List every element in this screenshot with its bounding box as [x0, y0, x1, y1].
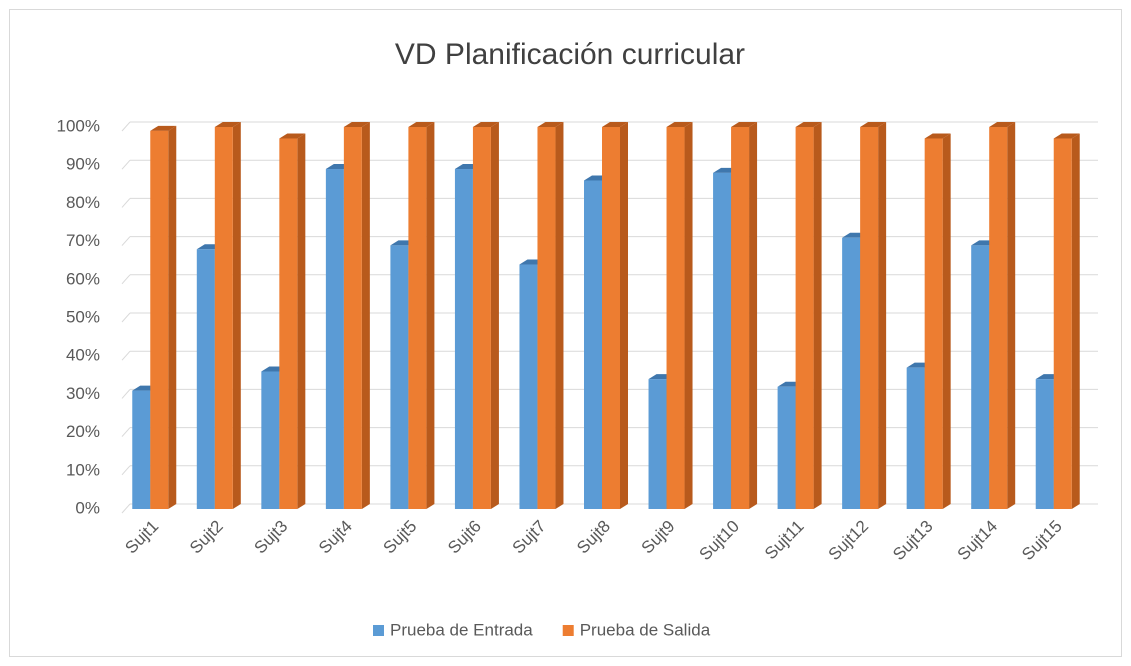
bar-side: [361, 122, 370, 509]
bar-side: [1007, 122, 1016, 509]
bar-top: [408, 122, 435, 127]
bar: [860, 127, 879, 509]
grid-depth: [121, 236, 131, 246]
bar: [279, 138, 298, 509]
bar-side: [555, 122, 564, 509]
chart-title: VD Planificación curricular: [395, 38, 745, 71]
bar: [519, 264, 538, 509]
bar: [537, 127, 556, 509]
bar-side: [942, 133, 951, 509]
grid-depth: [121, 389, 131, 399]
bar-side: [878, 122, 887, 509]
y-tick-label: 40%: [66, 346, 100, 365]
bar: [924, 138, 943, 509]
y-tick-label: 100%: [57, 116, 100, 135]
legend-swatch: [373, 625, 384, 636]
y-tick-label: 10%: [66, 460, 100, 479]
bar: [666, 127, 685, 509]
grid-depth: [121, 198, 131, 208]
bar: [842, 237, 861, 509]
legend-label: Prueba de Salida: [580, 620, 711, 639]
bar-top: [150, 125, 177, 131]
bar-top: [1053, 133, 1080, 139]
bar-side: [1071, 133, 1080, 509]
grid-depth: [121, 503, 131, 514]
bar-top: [924, 133, 951, 139]
y-tick-label: 30%: [66, 384, 100, 403]
y-tick-label: 80%: [66, 193, 100, 212]
bar-top: [214, 122, 241, 127]
bar: [408, 127, 427, 509]
bar-side: [749, 122, 758, 509]
bar-side: [426, 122, 435, 509]
bar: [602, 127, 620, 509]
grid-depth: [121, 159, 131, 170]
bar-top: [537, 122, 564, 127]
grid-depth: [121, 427, 131, 437]
bar-top: [989, 122, 1016, 127]
bar-side: [620, 122, 628, 509]
bar-side: [168, 125, 177, 509]
bar-top: [731, 122, 758, 127]
bar: [132, 390, 151, 509]
bar: [214, 127, 233, 509]
bar: [989, 127, 1008, 509]
bar: [777, 386, 796, 509]
bar: [454, 169, 473, 509]
bar-side: [684, 122, 693, 509]
grid-depth: [121, 312, 131, 323]
bar: [196, 249, 215, 510]
bar-top: [602, 122, 628, 127]
bar-top: [279, 133, 306, 139]
bar: [713, 172, 732, 509]
bar: [648, 379, 667, 509]
bar-top: [472, 122, 499, 127]
bar-side: [297, 133, 306, 509]
legend-label: Prueba de Entrada: [390, 620, 533, 639]
y-tick-label: 90%: [66, 155, 100, 174]
bar-top: [343, 122, 370, 127]
bar: [731, 127, 750, 509]
grid-depth: [121, 465, 131, 476]
bar: [261, 371, 280, 509]
bar-top: [795, 122, 822, 127]
bar: [390, 245, 409, 510]
bar: [795, 127, 814, 509]
grid-depth: [121, 274, 131, 285]
bar: [325, 169, 344, 509]
chart-border: [9, 9, 1122, 657]
bar: [584, 180, 602, 510]
bar: [971, 245, 990, 510]
bar: [1053, 138, 1072, 509]
y-tick-label: 70%: [66, 231, 100, 250]
bar: [472, 127, 491, 509]
grid-depth: [121, 121, 131, 132]
bar-top: [860, 122, 887, 127]
grid-depth: [121, 350, 131, 361]
bar: [906, 367, 925, 509]
bar: [343, 127, 362, 509]
y-tick-label: 60%: [66, 269, 100, 288]
bar-side: [232, 122, 241, 509]
y-tick-label: 0%: [75, 498, 100, 517]
bar-top: [666, 122, 693, 127]
bar-side: [490, 122, 499, 509]
y-tick-label: 50%: [66, 307, 100, 326]
bar-side: [813, 122, 822, 509]
bar: [150, 130, 169, 509]
bar: [1035, 379, 1054, 509]
legend-swatch: [562, 625, 574, 636]
y-tick-label: 20%: [66, 422, 100, 441]
